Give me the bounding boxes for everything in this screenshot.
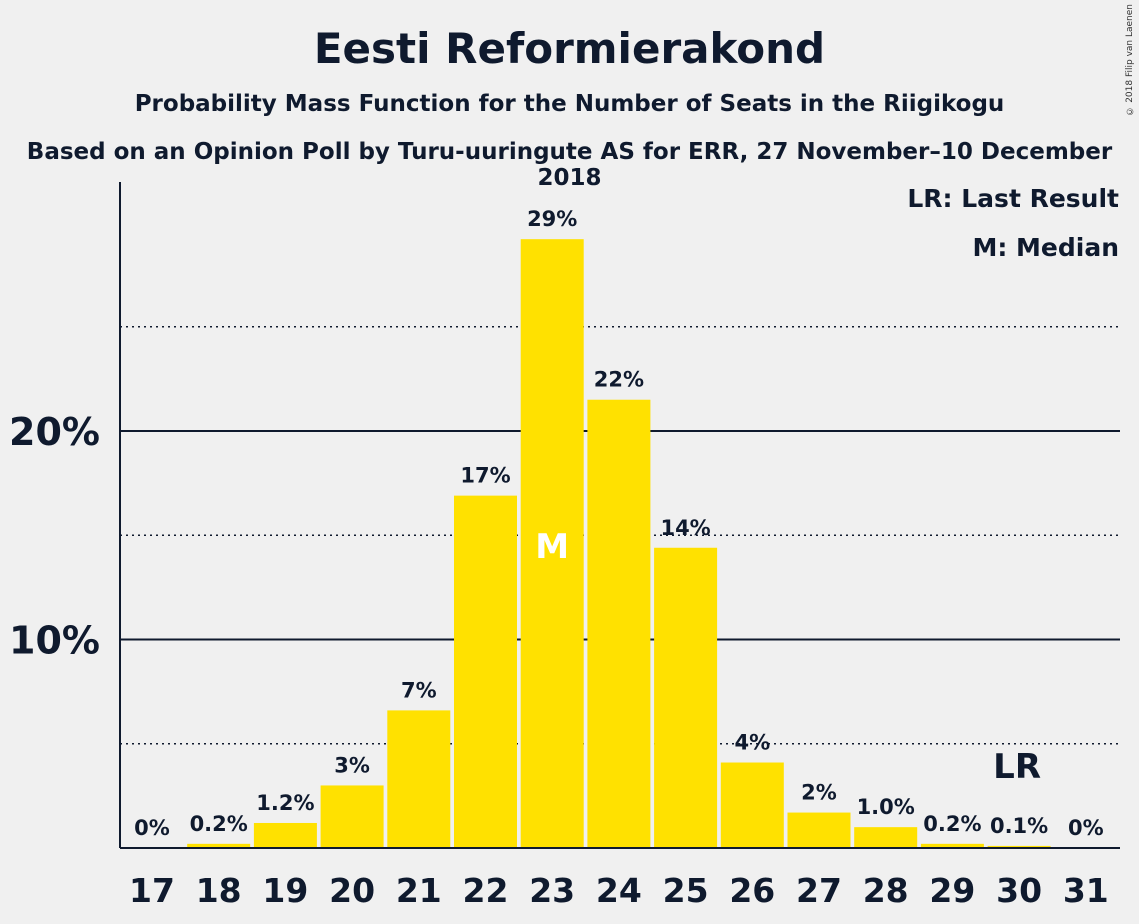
x-tick-label-19: 19 bbox=[262, 871, 308, 910]
x-tick-label-24: 24 bbox=[596, 871, 642, 910]
bar-27 bbox=[787, 812, 851, 848]
y-tick-label: 10% bbox=[9, 619, 100, 663]
value-label-20: 3% bbox=[334, 753, 370, 777]
bar-25 bbox=[654, 547, 718, 848]
bar-18 bbox=[187, 843, 251, 848]
x-tick-label-30: 30 bbox=[996, 871, 1042, 910]
x-tick-label-27: 27 bbox=[796, 871, 842, 910]
x-tick-label-18: 18 bbox=[196, 871, 242, 910]
chart-title: Eesti Reformierakond bbox=[313, 24, 826, 73]
chart-source-subtitle: Based on an Opinion Poll by Turu-uuringu… bbox=[26, 139, 1113, 191]
y-tick-label: 20% bbox=[9, 410, 100, 454]
value-label-23: 29% bbox=[527, 207, 577, 231]
value-label-27: 2% bbox=[801, 781, 837, 805]
value-label-22: 17% bbox=[460, 464, 510, 488]
x-tick-label-25: 25 bbox=[663, 871, 709, 910]
value-label-29: 0.2% bbox=[923, 812, 981, 836]
x-tick-label-28: 28 bbox=[863, 871, 909, 910]
bar-21 bbox=[387, 710, 451, 848]
bar-28 bbox=[854, 827, 918, 848]
bar-19 bbox=[253, 822, 317, 848]
x-tick-label-17: 17 bbox=[129, 871, 175, 910]
x-tick-label-31: 31 bbox=[1063, 871, 1109, 910]
value-label-21: 7% bbox=[401, 678, 437, 702]
value-label-28: 1.0% bbox=[857, 795, 915, 819]
bar-20 bbox=[320, 785, 384, 848]
x-tick-label-23: 23 bbox=[529, 871, 575, 910]
bar-22 bbox=[454, 495, 517, 848]
bar-30 bbox=[987, 845, 1051, 848]
value-label-24: 22% bbox=[594, 368, 644, 392]
legend-median: M: Median bbox=[972, 233, 1119, 262]
last-result-marker: LR bbox=[993, 747, 1041, 787]
chart-subtitle: Probability Mass Function for the Number… bbox=[134, 91, 1005, 117]
bar-29 bbox=[920, 843, 984, 848]
x-tick-label-22: 22 bbox=[463, 871, 509, 910]
x-tick-label-20: 20 bbox=[329, 871, 375, 910]
value-label-19: 1.2% bbox=[256, 791, 314, 815]
bar-24 bbox=[587, 399, 651, 848]
x-tick-label-21: 21 bbox=[396, 871, 442, 910]
bar-26 bbox=[720, 762, 784, 848]
value-label-17: 0% bbox=[134, 816, 170, 840]
legend-last-result: LR: Last Result bbox=[907, 184, 1119, 213]
value-label-26: 4% bbox=[734, 731, 770, 755]
x-tick-label-29: 29 bbox=[929, 871, 975, 910]
value-label-18: 0.2% bbox=[190, 812, 248, 836]
value-label-30: 0.1% bbox=[990, 814, 1048, 838]
value-label-31: 0% bbox=[1068, 816, 1104, 840]
value-label-25: 14% bbox=[660, 516, 710, 540]
median-marker: M bbox=[535, 527, 569, 567]
bar-23 bbox=[520, 239, 584, 848]
x-tick-label-26: 26 bbox=[729, 871, 775, 910]
